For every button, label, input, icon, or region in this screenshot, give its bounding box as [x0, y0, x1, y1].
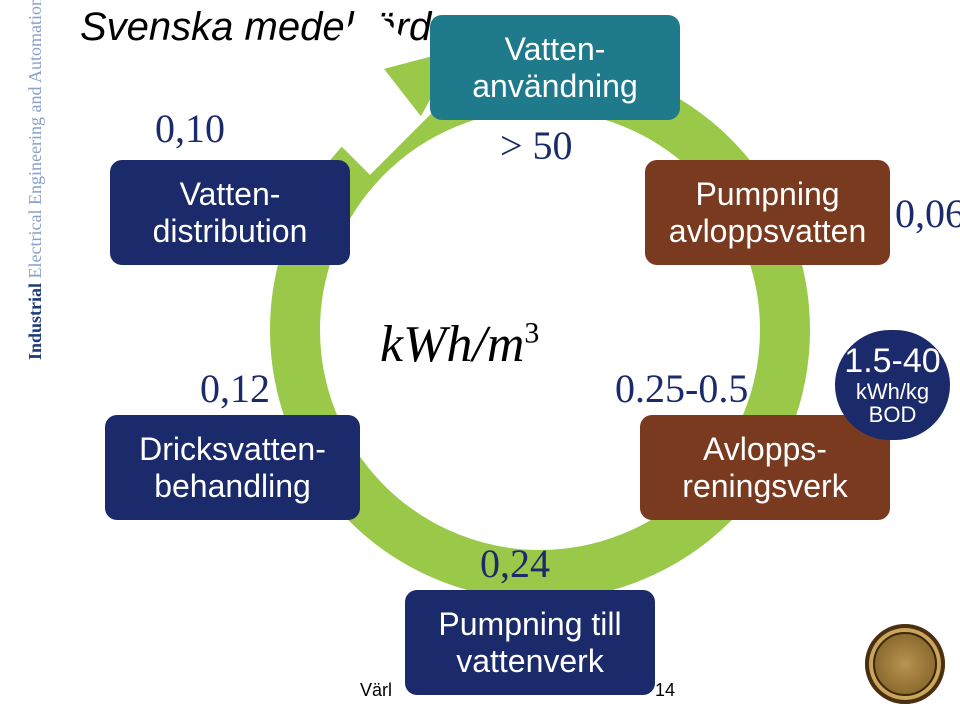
node-line: Vatten- — [505, 31, 606, 68]
sidebar-label-light: Electrical Engineering and Automation — [25, 0, 45, 278]
badge-line: BOD — [869, 403, 917, 426]
value-bottom: 0,24 — [480, 540, 550, 587]
footer-fragment-left: Värl — [360, 680, 392, 701]
node-line: användning — [472, 68, 637, 105]
node-line: distribution — [153, 213, 308, 250]
node-line: Pumpning — [695, 176, 839, 213]
node-line: Avlopps- — [703, 431, 827, 468]
node-water-distribution: Vatten- distribution — [110, 160, 350, 265]
node-drinking-water-treatment: Dricksvatten- behandling — [105, 415, 360, 520]
node-line: Dricksvatten- — [139, 431, 326, 468]
value-bl: 0,12 — [200, 365, 270, 412]
node-pumping-wastewater: Pumpning avloppsvatten — [645, 160, 890, 265]
bod-badge: 1.5-40 kWh/kg BOD — [835, 330, 950, 440]
node-water-usage: Vatten- användning — [430, 15, 680, 120]
university-seal-icon — [865, 624, 945, 704]
center-unit-text: kWh/m — [380, 316, 524, 373]
node-pumping-to-plant: Pumpning till vattenverk — [405, 590, 655, 695]
value-left: 0,10 — [155, 105, 225, 152]
value-br: 0.25-0.5 — [615, 365, 748, 412]
node-line: reningsverk — [682, 468, 847, 505]
sidebar-label-bold: Industrial — [25, 283, 45, 360]
node-line: Pumpning till — [438, 606, 621, 643]
sidebar-label: Industrial Electrical Engineering and Au… — [25, 0, 46, 360]
footer-fragment-right: 14 — [655, 680, 675, 701]
badge-line: kWh/kg — [856, 380, 929, 403]
node-line: vattenverk — [456, 643, 604, 680]
center-unit-sup: 3 — [524, 317, 539, 350]
value-right: 0,06 — [895, 190, 960, 237]
node-line: avloppsvatten — [669, 213, 866, 250]
node-line: behandling — [154, 468, 311, 505]
center-unit-label: kWh/m3 — [380, 315, 539, 374]
node-wastewater-plant: Avlopps- reningsverk — [640, 415, 890, 520]
badge-line: 1.5-40 — [844, 344, 940, 380]
node-line: Vatten- — [180, 176, 281, 213]
value-top: > 50 — [500, 122, 573, 169]
